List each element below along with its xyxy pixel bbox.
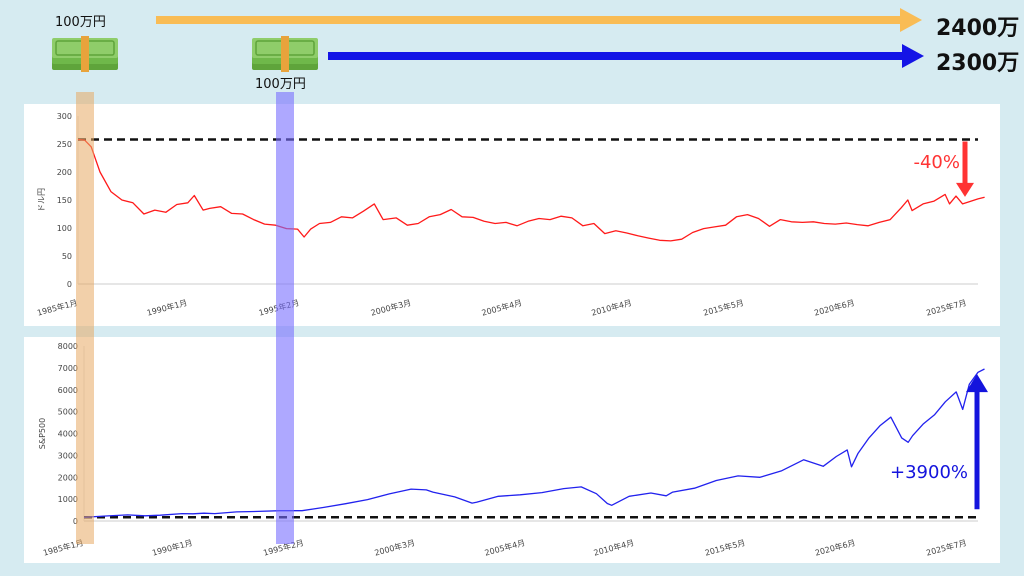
annotation-arrowhead: [956, 182, 974, 197]
x-tick-label: 2025年7月: [925, 537, 968, 557]
result1-text: 2400万: [936, 16, 1020, 41]
series-line: [83, 368, 985, 518]
y-tick-label: 250: [57, 140, 72, 149]
y-tick-label: 300: [57, 112, 72, 121]
y-tick-label: 7000: [58, 364, 78, 373]
y-tick-label: 4000: [58, 430, 78, 439]
x-tick-label: 2005年4月: [483, 537, 526, 557]
chart-panel-usdjpy: [24, 104, 1000, 326]
banknote-stack-icon: [50, 36, 120, 72]
x-tick-label: 2010年4月: [592, 537, 635, 557]
y-tick-label: 3000: [58, 451, 78, 460]
banknote-stack-icon: [250, 36, 320, 72]
arrow-blue: [328, 44, 924, 68]
annotation-text: -40%: [913, 152, 960, 173]
y-tick-label: 0: [73, 517, 78, 526]
y-tick-label: 5000: [58, 408, 78, 417]
highlight-band-1985: [76, 92, 94, 544]
y-axis-label: S&P500: [38, 418, 47, 449]
y-tick-label: 6000: [58, 386, 78, 395]
x-tick-label: 1990年1月: [151, 537, 194, 557]
y-tick-label: 100: [57, 224, 72, 233]
y-tick-label: 2000: [58, 473, 78, 482]
result2-text: 2300万: [936, 51, 1020, 76]
y-tick-label: 0: [67, 280, 72, 289]
annotation-arrowhead: [966, 374, 988, 393]
series-line: [77, 138, 985, 242]
y-tick-label: 50: [62, 252, 72, 261]
y-tick-label: 200: [57, 168, 72, 177]
invest1-label: 100万円: [55, 15, 106, 30]
invest2-label: 100万円: [255, 77, 306, 92]
y-tick-label: 1000: [58, 495, 78, 504]
arrow-orange: [156, 8, 922, 32]
chart-panel-sp500: [24, 337, 1000, 563]
highlight-band-1995: [276, 92, 294, 544]
x-tick-label: 2020年6月: [814, 537, 857, 557]
y-tick-label: 8000: [58, 342, 78, 351]
x-tick-label: 2000年3月: [373, 537, 416, 557]
annotation-text: +3900%: [890, 462, 968, 483]
x-tick-label: 2015年5月: [704, 537, 747, 557]
y-tick-label: 150: [57, 196, 72, 205]
y-axis-label: ドル円: [37, 188, 46, 212]
